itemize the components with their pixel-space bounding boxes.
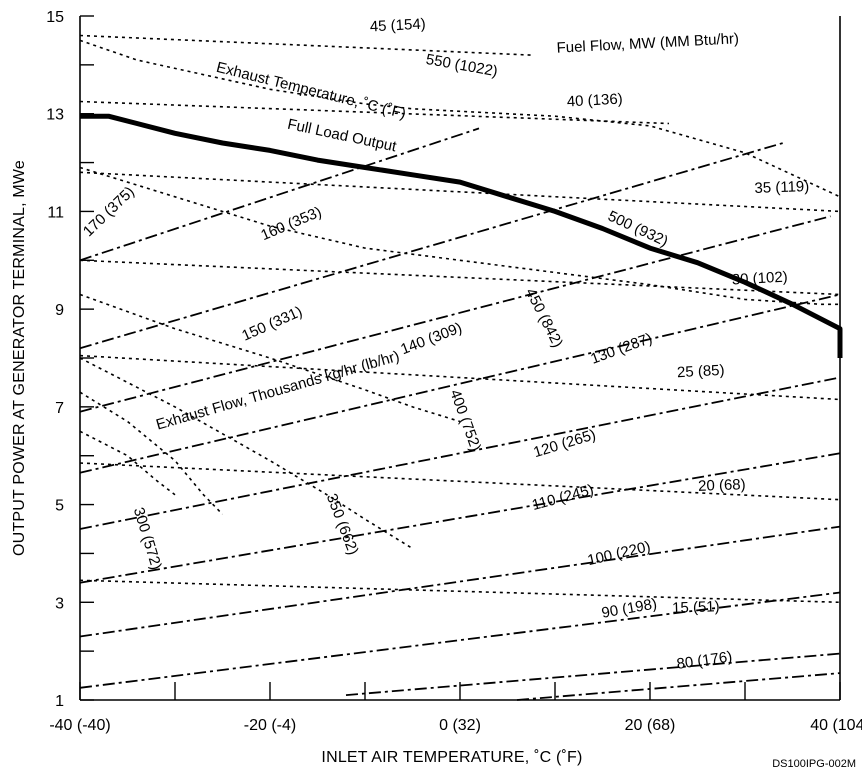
fuel-flow-label: 40 (136) xyxy=(566,91,623,111)
exhaust-temperature-label: 300 (572) xyxy=(130,505,165,571)
x-tick-label: 0 (32) xyxy=(439,717,481,734)
fuel-flow-curve-3 xyxy=(79,259,841,296)
exhaust-flow-curve-7 xyxy=(79,591,841,689)
fuel-flow-curve-1 xyxy=(79,100,670,125)
exhaust-flow-curve-0 xyxy=(79,127,480,262)
exhaust-temperature-curve-1 xyxy=(79,166,840,306)
y-axis-title: OUTPUT POWER AT GENERATOR TERMINAL, MWe xyxy=(11,160,28,556)
exhaust-temperature-title: Exhaust Temperature, ˚C (˚F) xyxy=(215,59,408,123)
exhaust-flow-label: 90 (198) xyxy=(600,595,658,621)
exhaust-flow-label: 160 (353) xyxy=(258,203,324,244)
full-load-output-curve xyxy=(80,113,843,358)
exhaust-flow-label: 150 (331) xyxy=(239,303,305,345)
exhaust-flow-curve-6 xyxy=(79,525,841,638)
exhaust-flow-curve-5 xyxy=(79,452,841,584)
exhaust-flow-label: 130 (287) xyxy=(588,330,654,368)
exhaust-flow-label: 140 (309) xyxy=(398,319,464,358)
y-tick-label: 1 xyxy=(55,693,64,710)
fuel-flow-label: 20 (68) xyxy=(698,476,746,495)
exhaust-flow-curve-9 xyxy=(516,672,841,701)
chart-curves xyxy=(79,34,843,701)
exhaust-flow-label: 120 (265) xyxy=(531,426,597,461)
exhaust-temperature-label: 350 (662) xyxy=(323,491,362,557)
exhaust-temperature-curve-2 xyxy=(79,293,461,423)
fuel-flow-label: 25 (85) xyxy=(677,362,725,381)
x-tick-label: 20 (68) xyxy=(625,717,676,734)
exhaust-temperature-label: 400 (752) xyxy=(446,387,484,453)
exhaust-temperature-curve-3 xyxy=(79,357,413,550)
fuel-flow-curve-6 xyxy=(79,579,841,604)
exhaust-temperature-label: 550 (1022) xyxy=(425,51,499,80)
exhaust-flow-curve-8 xyxy=(345,652,841,696)
exhaust-temperature-curve-0 xyxy=(79,39,841,198)
exhaust-flow-curve-2 xyxy=(79,215,831,413)
y-tick-label: 15 xyxy=(46,9,64,26)
fuel-flow-label: 45 (154) xyxy=(369,16,426,36)
fuel-flow-label: 30 (102) xyxy=(731,269,788,289)
exhaust-temperature-curve-5 xyxy=(79,430,176,496)
exhaust-temperature-label: 450 (842) xyxy=(522,285,566,350)
exhaust-flow-label: 100 (220) xyxy=(586,538,652,569)
exhaust-flow-curve-1 xyxy=(79,142,784,350)
fuel-flow-curve-5 xyxy=(79,462,841,501)
y-tick-label: 7 xyxy=(55,400,64,417)
fuel-flow-label: 15 (51) xyxy=(672,598,720,617)
fuel-flow-label: 35 (119) xyxy=(754,178,809,197)
y-tick-label: 13 xyxy=(46,107,64,124)
y-tick-label: 5 xyxy=(55,498,64,515)
figure-code: DS100IPG-002M xyxy=(772,758,856,770)
plot-frame xyxy=(79,16,841,701)
x-tick-label: 40 (104) xyxy=(810,717,862,734)
fuel-flow-title: Fuel Flow, MW (MM Btu/hr) xyxy=(556,30,739,57)
curve-labels: 45 (154) 40 (136) 35 (119) 30 (102) 25 (85) 2… xyxy=(80,16,810,673)
exhaust-flow-label: 80 (176) xyxy=(676,648,734,673)
y-tick-label: 3 xyxy=(55,595,64,612)
exhaust-flow-curve-3 xyxy=(79,293,841,474)
y-tick-label: 9 xyxy=(55,302,64,319)
x-tick-label: -20 (-4) xyxy=(244,717,296,734)
full-load-output-label: Full Load Output xyxy=(286,116,399,156)
exhaust-temperature-curve-4 xyxy=(79,391,224,515)
exhaust-flow-title: Exhaust Flow, Thousands kg/hr (lb/hr) xyxy=(154,348,401,434)
x-axis-title: INLET AIR TEMPERATURE, ˚C (˚F) xyxy=(321,749,582,766)
exhaust-flow-curve-4 xyxy=(79,376,841,530)
fuel-flow-curve-2 xyxy=(79,171,841,213)
fuel-flow-curve-0 xyxy=(79,34,532,56)
x-tick-label: -40 (-40) xyxy=(49,717,110,734)
fuel-flow-curve-4 xyxy=(79,354,841,401)
y-tick-label: 11 xyxy=(47,204,64,221)
